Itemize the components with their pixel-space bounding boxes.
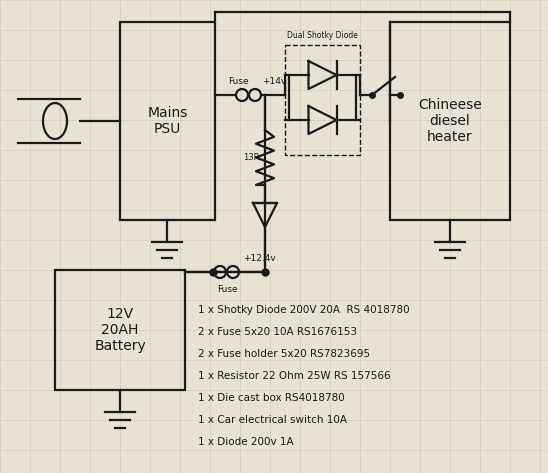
Text: 12V
20AH
Battery: 12V 20AH Battery: [94, 307, 146, 353]
Text: 2 x Fuse holder 5x20 RS7823695: 2 x Fuse holder 5x20 RS7823695: [198, 349, 370, 359]
Text: 1 x Resistor 22 Ohm 25W RS 157566: 1 x Resistor 22 Ohm 25W RS 157566: [198, 371, 391, 381]
Text: 2 x Fuse 5x20 10A RS1676153: 2 x Fuse 5x20 10A RS1676153: [198, 327, 357, 337]
Text: 1 x Diode 200v 1A: 1 x Diode 200v 1A: [198, 437, 294, 447]
Text: Fuse: Fuse: [217, 284, 238, 294]
Text: 1 x Die cast box RS4018780: 1 x Die cast box RS4018780: [198, 393, 345, 403]
Text: +14v: +14v: [262, 77, 286, 86]
Text: Fuse: Fuse: [228, 77, 249, 86]
Text: Chineese
diesel
heater: Chineese diesel heater: [418, 98, 482, 144]
Text: Mains
PSU: Mains PSU: [147, 106, 187, 136]
Text: 1 x Shotky Diode 200V 20A  RS 4018780: 1 x Shotky Diode 200V 20A RS 4018780: [198, 305, 409, 315]
Text: +12.4v: +12.4v: [243, 254, 276, 263]
Text: Dual Shotky Diode: Dual Shotky Diode: [287, 31, 358, 40]
Text: 13R: 13R: [243, 152, 260, 161]
Text: 1 x Car electrical switch 10A: 1 x Car electrical switch 10A: [198, 415, 347, 425]
